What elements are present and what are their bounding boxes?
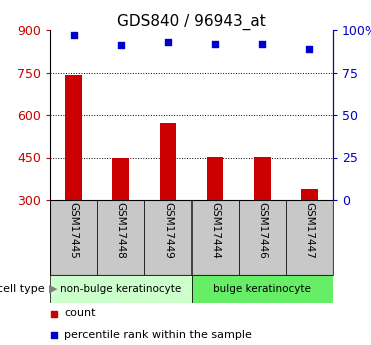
Text: GSM17444: GSM17444 bbox=[210, 202, 220, 259]
Bar bbox=[97, 200, 144, 275]
Point bbox=[51, 332, 57, 337]
Text: GSM17447: GSM17447 bbox=[305, 202, 314, 259]
Text: cell type: cell type bbox=[0, 284, 45, 294]
Bar bbox=[50, 275, 191, 303]
Point bbox=[51, 311, 57, 316]
Bar bbox=[254, 157, 270, 200]
Text: GSM17446: GSM17446 bbox=[257, 202, 267, 259]
Text: bulge keratinocyte: bulge keratinocyte bbox=[213, 284, 311, 294]
Point bbox=[212, 41, 218, 46]
Point bbox=[70, 32, 76, 38]
Text: percentile rank within the sample: percentile rank within the sample bbox=[64, 329, 252, 339]
Bar bbox=[286, 200, 333, 275]
Title: GDS840 / 96943_at: GDS840 / 96943_at bbox=[117, 14, 266, 30]
Bar bbox=[160, 123, 176, 200]
Bar bbox=[191, 200, 239, 275]
Text: GSM17445: GSM17445 bbox=[69, 202, 79, 259]
Point bbox=[259, 41, 265, 46]
Bar bbox=[301, 189, 318, 200]
Text: GSM17449: GSM17449 bbox=[163, 202, 173, 259]
Bar bbox=[65, 75, 82, 200]
Bar bbox=[191, 275, 333, 303]
Bar bbox=[112, 158, 129, 200]
Text: GSM17448: GSM17448 bbox=[116, 202, 126, 259]
Bar bbox=[144, 200, 191, 275]
Point bbox=[165, 39, 171, 45]
Text: ▶: ▶ bbox=[49, 284, 57, 294]
Bar bbox=[207, 157, 223, 200]
Point bbox=[118, 42, 124, 48]
Text: non-bulge keratinocyte: non-bulge keratinocyte bbox=[60, 284, 181, 294]
Bar bbox=[239, 200, 286, 275]
Point bbox=[306, 46, 312, 51]
Bar bbox=[50, 200, 97, 275]
Text: count: count bbox=[64, 308, 96, 318]
